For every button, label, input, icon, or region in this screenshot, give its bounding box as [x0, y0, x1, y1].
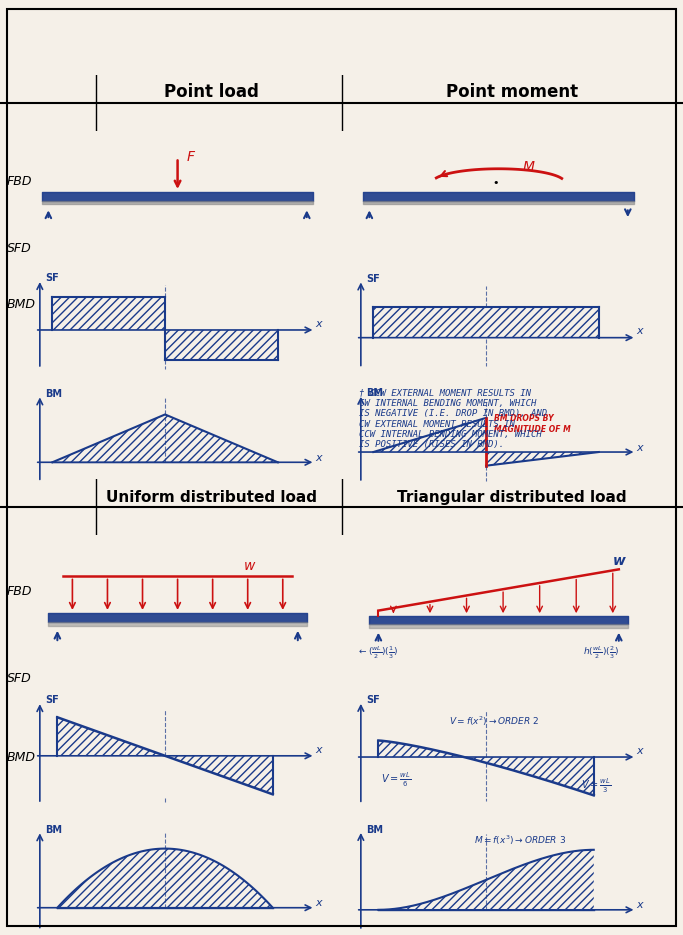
Text: $V= f(x^2)\rightarrow ORDER\ 2$: $V= f(x^2)\rightarrow ORDER\ 2$: [449, 714, 539, 727]
Text: † CCW EXTERNAL MOMENT RESULTS IN
CW INTERNAL BENDING MOMENT, WHICH
IS NEGATIVE (: † CCW EXTERNAL MOMENT RESULTS IN CW INTE…: [359, 388, 546, 450]
Text: Uniform distributed load: Uniform distributed load: [107, 490, 317, 505]
Text: $h(\frac{wL}{2})(\frac{2}{3})$: $h(\frac{wL}{2})(\frac{2}{3})$: [583, 644, 619, 661]
Text: x: x: [637, 900, 643, 910]
Text: BM: BM: [366, 388, 383, 398]
Text: M: M: [522, 160, 535, 174]
Text: SF: SF: [366, 695, 380, 705]
Text: w: w: [244, 559, 255, 573]
Text: BM: BM: [45, 826, 62, 835]
Text: x: x: [637, 326, 643, 337]
Text: BM DROPS BY
MAGNITUDE OF M: BM DROPS BY MAGNITUDE OF M: [494, 414, 570, 434]
Text: SF: SF: [366, 274, 380, 283]
Text: x: x: [316, 898, 322, 908]
Text: SFD: SFD: [7, 671, 31, 684]
Text: BM: BM: [366, 825, 383, 835]
Text: x: x: [316, 453, 322, 463]
Text: FBD: FBD: [7, 175, 32, 188]
Text: $V= \frac{wL}{6}$: $V= \frac{wL}{6}$: [381, 771, 411, 789]
Text: x: x: [637, 442, 643, 453]
Text: SFD: SFD: [7, 241, 31, 254]
Text: BMD: BMD: [7, 751, 36, 764]
Text: w: w: [613, 554, 626, 568]
Text: x: x: [316, 319, 322, 329]
Text: BMD: BMD: [7, 297, 36, 310]
Text: Triangular distributed load: Triangular distributed load: [398, 490, 627, 505]
Text: Point load: Point load: [165, 82, 259, 101]
Text: x: x: [637, 746, 643, 756]
Text: FBD: FBD: [7, 585, 32, 597]
Text: Point moment: Point moment: [446, 82, 579, 101]
Text: SF: SF: [45, 695, 59, 705]
Text: BM: BM: [45, 389, 62, 399]
Text: $V= \frac{wL}{3}$: $V= \frac{wL}{3}$: [581, 777, 611, 796]
Text: $\leftarrow(\frac{wL}{2})(\frac{1}{3})$: $\leftarrow(\frac{wL}{2})(\frac{1}{3})$: [357, 644, 399, 661]
Text: SF: SF: [45, 273, 59, 283]
Text: x: x: [316, 744, 322, 755]
Text: F: F: [186, 150, 195, 164]
Text: •: •: [492, 178, 499, 188]
Text: $M= f(x^3)\rightarrow ORDER\ 3$: $M= f(x^3)\rightarrow ORDER\ 3$: [473, 834, 566, 847]
